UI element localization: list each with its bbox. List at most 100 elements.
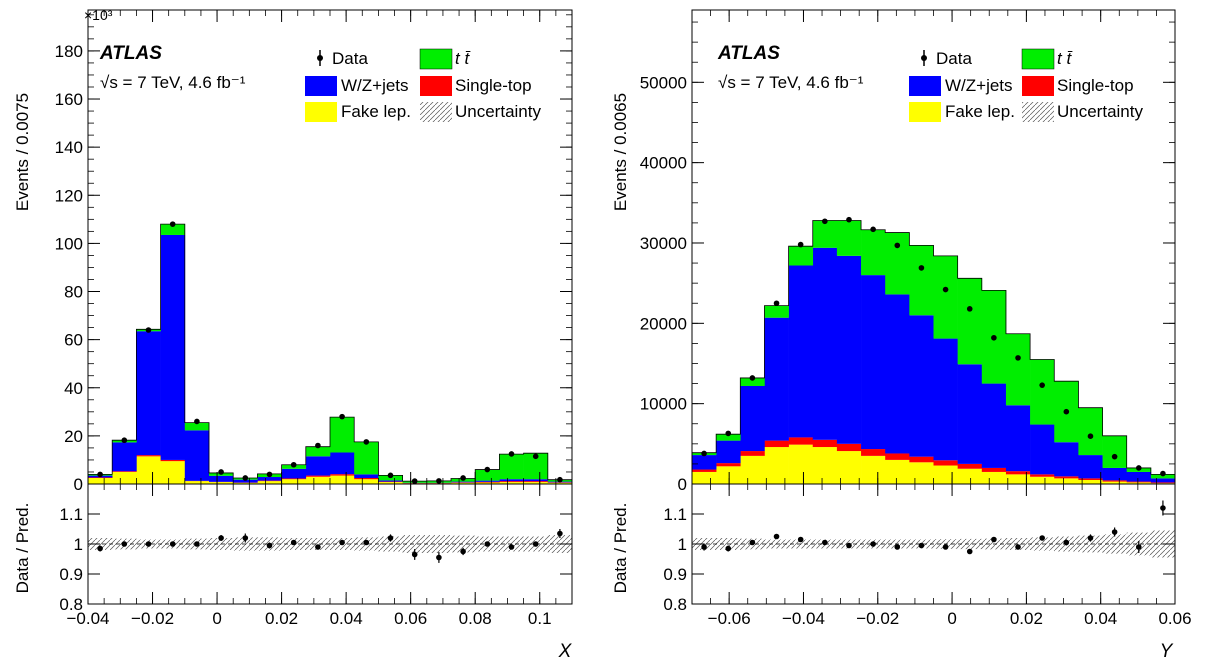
right-bar-ttbar-13 bbox=[1005, 333, 1031, 406]
left-data-point-13 bbox=[411, 478, 418, 484]
left-legend-fake-label: Fake lep. bbox=[341, 102, 411, 121]
left-data-point-2 bbox=[145, 327, 152, 333]
right-main-ytick-label-0: 0 bbox=[678, 475, 687, 494]
right-bar-single_top-17 bbox=[1102, 480, 1127, 482]
right-ratio-point-15 bbox=[1063, 539, 1070, 546]
left-main-ytick-label-2: 40 bbox=[64, 379, 83, 398]
right-data-point-13 bbox=[1015, 355, 1021, 361]
right-bar-fake-14 bbox=[1030, 476, 1055, 484]
right-data-point-7 bbox=[870, 226, 876, 233]
left-bar-wz-17 bbox=[499, 479, 524, 482]
right-bar-wz-12 bbox=[981, 383, 1007, 468]
left-ratio-uncertainty-0 bbox=[88, 538, 113, 550]
right-bar-single_top-1 bbox=[716, 463, 741, 467]
left-bar-fake-1 bbox=[112, 471, 137, 484]
right-bar-single_top-13 bbox=[1005, 471, 1031, 475]
right-bar-single_top-0 bbox=[692, 469, 717, 472]
left-bar-fake-19 bbox=[547, 482, 573, 484]
right-bar-single_top-9 bbox=[909, 456, 934, 463]
right-data-point-4 bbox=[797, 241, 804, 248]
left-bar-wz-6 bbox=[233, 479, 258, 483]
right-bar-fake-18 bbox=[1126, 482, 1152, 484]
left-y-exponent: ×10³ bbox=[84, 7, 113, 23]
right-legend-data-label: Data bbox=[936, 49, 972, 68]
left-xtick-label-6: 0.08 bbox=[459, 609, 492, 628]
right-legend-wz-swatch bbox=[909, 76, 941, 96]
left-bar-single_top-2 bbox=[136, 455, 161, 457]
left-data-point-3 bbox=[169, 221, 176, 227]
right-bar-fake-10 bbox=[933, 465, 958, 484]
right-bar-ttbar-14 bbox=[1030, 359, 1055, 425]
right-legend-uncertainty-swatch bbox=[1022, 102, 1054, 122]
right-axes: 0 10000 20000 30000 40000 50000 0.8 0.9 1 1.1 −0.0… bbox=[640, 9, 1192, 628]
right-ratio-point-0 bbox=[701, 544, 707, 550]
left-xtick-label-7: 0.1 bbox=[528, 609, 552, 628]
left-bar-single_top-9 bbox=[305, 475, 331, 477]
left-bar-ttbar-9 bbox=[305, 446, 331, 457]
right-bar-wz-3 bbox=[764, 317, 789, 441]
left-bar-single_top-3 bbox=[160, 459, 186, 462]
left-panel: 0 20 40 60 80 100 120 140 160 180 0.8 0.9 1 1.1 −0.04 −… bbox=[13, 7, 573, 662]
left-ratio-point-9 bbox=[315, 544, 321, 550]
left-ratio-point-17 bbox=[508, 544, 515, 550]
right-ratio-point-14 bbox=[1039, 535, 1045, 541]
left-xtick-label-1: −0.02 bbox=[131, 609, 174, 628]
left-bar-single_top-11 bbox=[354, 477, 379, 480]
right-ratio-uncertainty-16 bbox=[1078, 535, 1103, 553]
left-bar-single_top-8 bbox=[281, 478, 307, 480]
left-data-point-10 bbox=[339, 413, 345, 420]
right-bar-wz-9 bbox=[909, 315, 934, 457]
left-bar-wz-3 bbox=[160, 234, 186, 460]
right-bar-ttbar-5 bbox=[812, 220, 838, 248]
left-energy-label: √s = 7 TeV, 4.6 fb⁻¹ bbox=[100, 73, 246, 92]
left-main-plot bbox=[87, 221, 573, 484]
right-bar-wz-17 bbox=[1102, 467, 1127, 481]
right-bar-wz-0 bbox=[692, 455, 717, 470]
left-data-point-9 bbox=[315, 442, 321, 449]
left-bar-fake-6 bbox=[233, 482, 258, 484]
right-data-point-5 bbox=[822, 218, 828, 225]
left-xtick-label-0: −0.04 bbox=[66, 609, 109, 628]
left-data-point-19 bbox=[557, 476, 563, 483]
right-bar-fake-3 bbox=[764, 447, 789, 484]
right-data-point-8 bbox=[894, 242, 901, 249]
right-bar-ttbar-7 bbox=[861, 229, 886, 276]
right-data-point-3 bbox=[773, 300, 780, 307]
left-xtick-label-2: 0 bbox=[212, 609, 221, 628]
left-bar-ttbar-16 bbox=[475, 469, 500, 481]
left-bar-fake-10 bbox=[330, 475, 355, 484]
left-xtick-label-4: 0.04 bbox=[330, 609, 363, 628]
right-ratio-y-axis-label: Data / Pred. bbox=[611, 503, 630, 594]
left-main-ytick-label-4: 80 bbox=[64, 283, 83, 302]
left-bar-ttbar-3 bbox=[160, 224, 186, 235]
right-bar-single_top-5 bbox=[812, 439, 838, 448]
right-ratio-point-18 bbox=[1135, 544, 1142, 550]
right-bar-wz-19 bbox=[1150, 478, 1176, 483]
left-bar-ttbar-4 bbox=[184, 422, 210, 431]
left-ratio-ytick-label-2: 1 bbox=[74, 535, 83, 554]
right-data-point-19 bbox=[1160, 470, 1166, 477]
left-xtick-label-3: 0.02 bbox=[265, 609, 298, 628]
left-legend: ATLAS √s = 7 TeV, 4.6 fb⁻¹ Data t t̄ W/Z… bbox=[99, 43, 541, 122]
left-bar-ttbar-11 bbox=[354, 441, 379, 475]
right-bar-single_top-12 bbox=[981, 467, 1007, 472]
left-ratio-point-19 bbox=[557, 530, 563, 537]
right-data-point-9 bbox=[918, 265, 925, 271]
left-ratio-point-16 bbox=[484, 541, 491, 547]
right-legend: ATLAS √s = 7 TeV, 4.6 fb⁻¹ Data t t̄ W/Z… bbox=[717, 43, 1143, 122]
left-bar-wz-8 bbox=[281, 468, 307, 479]
left-data-point-0 bbox=[97, 471, 103, 478]
right-panel: 0 10000 20000 30000 40000 50000 0.8 0.9 1 1.1 −0.0… bbox=[611, 9, 1192, 662]
right-bar-fake-11 bbox=[957, 468, 983, 484]
left-bar-fake-2 bbox=[136, 456, 161, 484]
right-bar-ttbar-1 bbox=[716, 434, 741, 441]
right-ratio-ytick-label-3: 1.1 bbox=[663, 505, 687, 524]
right-bar-ttbar-4 bbox=[788, 246, 814, 266]
right-data-point-14 bbox=[1039, 382, 1045, 388]
right-ratio-point-7 bbox=[870, 541, 876, 547]
right-bar-fake-17 bbox=[1102, 481, 1127, 484]
right-data-point-18 bbox=[1135, 465, 1142, 471]
right-ratio-point-9 bbox=[918, 542, 925, 549]
right-bar-fake-12 bbox=[981, 471, 1007, 484]
